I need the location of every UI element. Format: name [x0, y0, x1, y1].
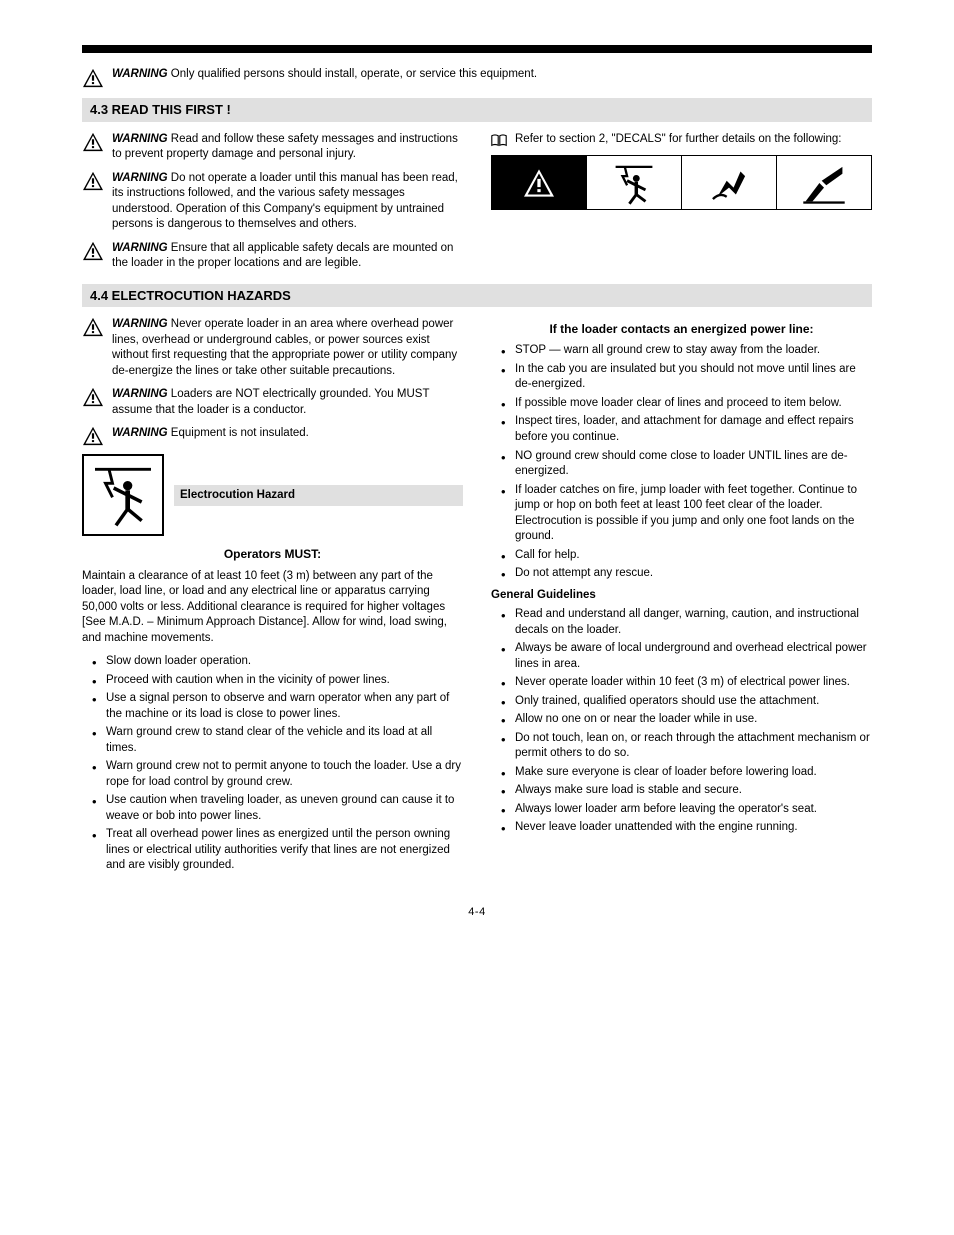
top-warning-text: WARNING Only qualified persons should in…: [112, 67, 537, 83]
s2-w1: WARNING Never operate loader in an area …: [82, 317, 463, 379]
general-guidelines-heading: General Guidelines: [491, 588, 872, 604]
list-item: Always make sure load is stable and secu…: [505, 783, 872, 799]
top-rule: [82, 45, 872, 53]
list-item: Allow no one on or near the loader while…: [505, 712, 872, 728]
list-item: Slow down loader operation.: [96, 654, 463, 670]
section1-right: Refer to section 2, "DECALS" for further…: [491, 132, 872, 280]
moving-parts-icon: [682, 156, 777, 209]
s2-w2: WARNING Loaders are NOT electrically gro…: [82, 387, 463, 418]
operators-must-heading: Operators MUST:: [82, 546, 463, 562]
s1-w3-label: WARNING: [112, 242, 168, 254]
general-guidelines-list: Read and understand all danger, warning,…: [491, 607, 872, 836]
section2-right: If the loader contacts an energized powe…: [491, 317, 872, 877]
page-number: 4-4: [82, 905, 872, 920]
list-item: Call for help.: [505, 548, 872, 564]
list-item: Never operate loader within 10 feet (3 m…: [505, 675, 872, 691]
s1-w2: WARNING Do not operate a loader until th…: [82, 171, 463, 233]
list-item: Make sure everyone is clear of loader be…: [505, 765, 872, 781]
top-warning: WARNING Only qualified persons should in…: [82, 67, 872, 88]
s1-w2-label: WARNING: [112, 172, 168, 184]
list-item: In the cab you are insulated but you sho…: [505, 362, 872, 393]
list-item: Inspect tires, loader, and attachment fo…: [505, 414, 872, 445]
section1-columns: WARNING Read and follow these safety mes…: [82, 132, 872, 280]
list-item: If loader catches on fire, jump loader w…: [505, 483, 872, 545]
s1-w2-text: WARNING Do not operate a loader until th…: [112, 171, 463, 233]
list-item: Only trained, qualified operators should…: [505, 694, 872, 710]
s1-right-lead-text: Refer to section 2, "DECALS" for further…: [515, 132, 842, 148]
s1-w3-text: WARNING Ensure that all applicable safet…: [112, 241, 463, 272]
operators-must-list: Slow down loader operation. Proceed with …: [82, 654, 463, 874]
list-item: Read and understand all danger, warning,…: [505, 607, 872, 638]
s2-w3: WARNING Equipment is not insulated.: [82, 426, 463, 446]
list-item: Never leave loader unattended with the e…: [505, 820, 872, 836]
list-item: Always lower loader arm before leaving t…: [505, 802, 872, 818]
s2-w2-label: WARNING: [112, 388, 168, 400]
warning-triangle-icon: [82, 132, 104, 152]
s2-w2-text: WARNING Loaders are NOT electrically gro…: [112, 387, 463, 418]
warning-triangle-icon: [82, 426, 104, 446]
list-item: If possible move loader clear of lines a…: [505, 396, 872, 412]
list-item: Use a signal person to observe and warn …: [96, 691, 463, 722]
s2-w3-label: WARNING: [112, 427, 168, 439]
list-item: STOP — warn all ground crew to stay away…: [505, 343, 872, 359]
hazard-alert-icon: [492, 156, 587, 209]
warning-triangle-icon: [82, 68, 104, 88]
list-item: Warn ground crew not to permit anyone to…: [96, 759, 463, 790]
warning-triangle-icon: [82, 171, 104, 191]
section1-left: WARNING Read and follow these safety mes…: [82, 132, 463, 280]
list-item: Use caution when traveling loader, as un…: [96, 793, 463, 824]
top-warning-body: Only qualified persons should install, o…: [171, 68, 537, 80]
crush-icon: [777, 156, 871, 209]
book-open-icon: [491, 134, 507, 147]
warning-triangle-icon: [82, 387, 104, 407]
electrocution-pictogram: [82, 454, 164, 536]
electrocution-icon: [587, 156, 682, 209]
s2-w1-label: WARNING: [112, 318, 168, 330]
s2-w3-text: WARNING Equipment is not insulated.: [112, 426, 309, 442]
operators-must-intro: Maintain a clearance of at least 10 feet…: [82, 569, 463, 647]
s1-right-lead: Refer to section 2, "DECALS" for further…: [491, 132, 872, 148]
warning-triangle-icon: [82, 317, 104, 337]
section-heading-read-first: 4.3 READ THIS FIRST !: [82, 98, 872, 122]
section2-left: WARNING Never operate loader in an area …: [82, 317, 463, 877]
list-item: Proceed with caution when in the vicinit…: [96, 673, 463, 689]
s1-w1-text: WARNING Read and follow these safety mes…: [112, 132, 463, 163]
list-item: Do not attempt any rescue.: [505, 566, 872, 582]
electrocution-callout: Electrocution Hazard: [82, 454, 463, 536]
warning-triangle-icon: [82, 241, 104, 261]
s1-w3: WARNING Ensure that all applicable safet…: [82, 241, 463, 272]
top-warning-label: WARNING: [112, 68, 168, 80]
hazard-icon-strip: [491, 155, 872, 210]
section-heading-electrocution: 4.4 ELECTROCUTION HAZARDS: [82, 284, 872, 308]
list-item: Treat all overhead power lines as energi…: [96, 827, 463, 874]
s1-w1: WARNING Read and follow these safety mes…: [82, 132, 463, 163]
electrocution-callout-label: Electrocution Hazard: [174, 485, 463, 507]
section2-columns: WARNING Never operate loader in an area …: [82, 317, 872, 877]
list-item: Do not touch, lean on, or reach through …: [505, 731, 872, 762]
list-item: Always be aware of local underground and…: [505, 641, 872, 672]
if-contact-list: STOP — warn all ground crew to stay away…: [491, 343, 872, 581]
s2-w1-text: WARNING Never operate loader in an area …: [112, 317, 463, 379]
if-contact-heading: If the loader contacts an energized powe…: [491, 321, 872, 337]
list-item: Warn ground crew to stand clear of the v…: [96, 725, 463, 756]
s1-w1-label: WARNING: [112, 133, 168, 145]
s2-w3-body: Equipment is not insulated.: [171, 427, 309, 439]
list-item: NO ground crew should come close to load…: [505, 449, 872, 480]
